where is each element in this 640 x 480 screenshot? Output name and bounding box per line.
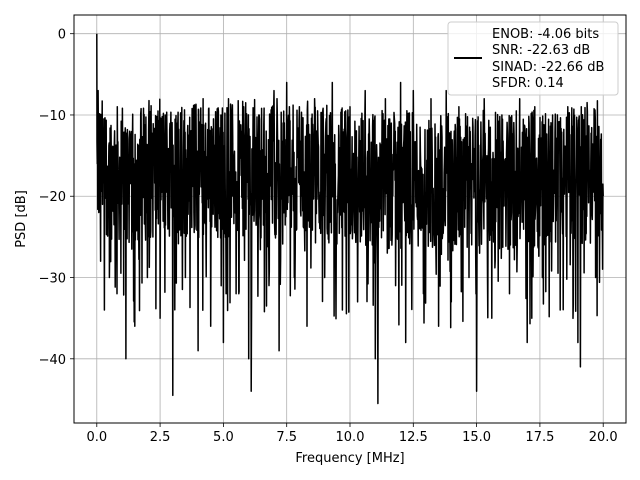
y-tick-label: −20 [39,190,66,205]
y-tick-label: −40 [39,353,66,368]
x-tick-label: 17.5 [525,430,554,445]
y-tick-label: −10 [39,109,66,124]
legend-entry-enob: ENOB: -4.06 bits [492,27,599,42]
legend-box [447,21,619,96]
y-tick-label: 0 [58,28,66,43]
legend-entry-sfdr: SFDR: 0.14 [492,76,564,91]
x-tick-label: 12.5 [399,430,428,445]
x-tick-label: 0.0 [86,430,107,445]
x-tick-label: 7.5 [276,430,297,445]
x-tick-label: 10.0 [336,430,365,445]
x-tick-label: 5.0 [213,430,234,445]
y-axis-label: PSD [dB] [14,190,29,248]
psd-trace-line [96,33,604,405]
legend-entry-sinad: SINAD: -22.66 dB [492,60,604,75]
x-axis-label: Frequency [MHz] [295,451,404,466]
psd-trace-group [96,33,604,405]
legend: ENOB: -4.06 bits SNR: -22.63 dB SINAD: -… [447,21,619,96]
x-tick-label: 20.0 [589,430,618,445]
x-tick-label: 15.0 [462,430,491,445]
y-axis-ticks: 0 −10 −20 −30 −40 [39,28,74,368]
legend-entry-snr: SNR: -22.63 dB [492,43,590,58]
y-tick-label: −30 [39,272,66,287]
x-tick-label: 2.5 [150,430,171,445]
x-axis-ticks: 0.0 2.5 5.0 7.5 10.0 12.5 15.0 17.5 20.0 [86,423,618,445]
